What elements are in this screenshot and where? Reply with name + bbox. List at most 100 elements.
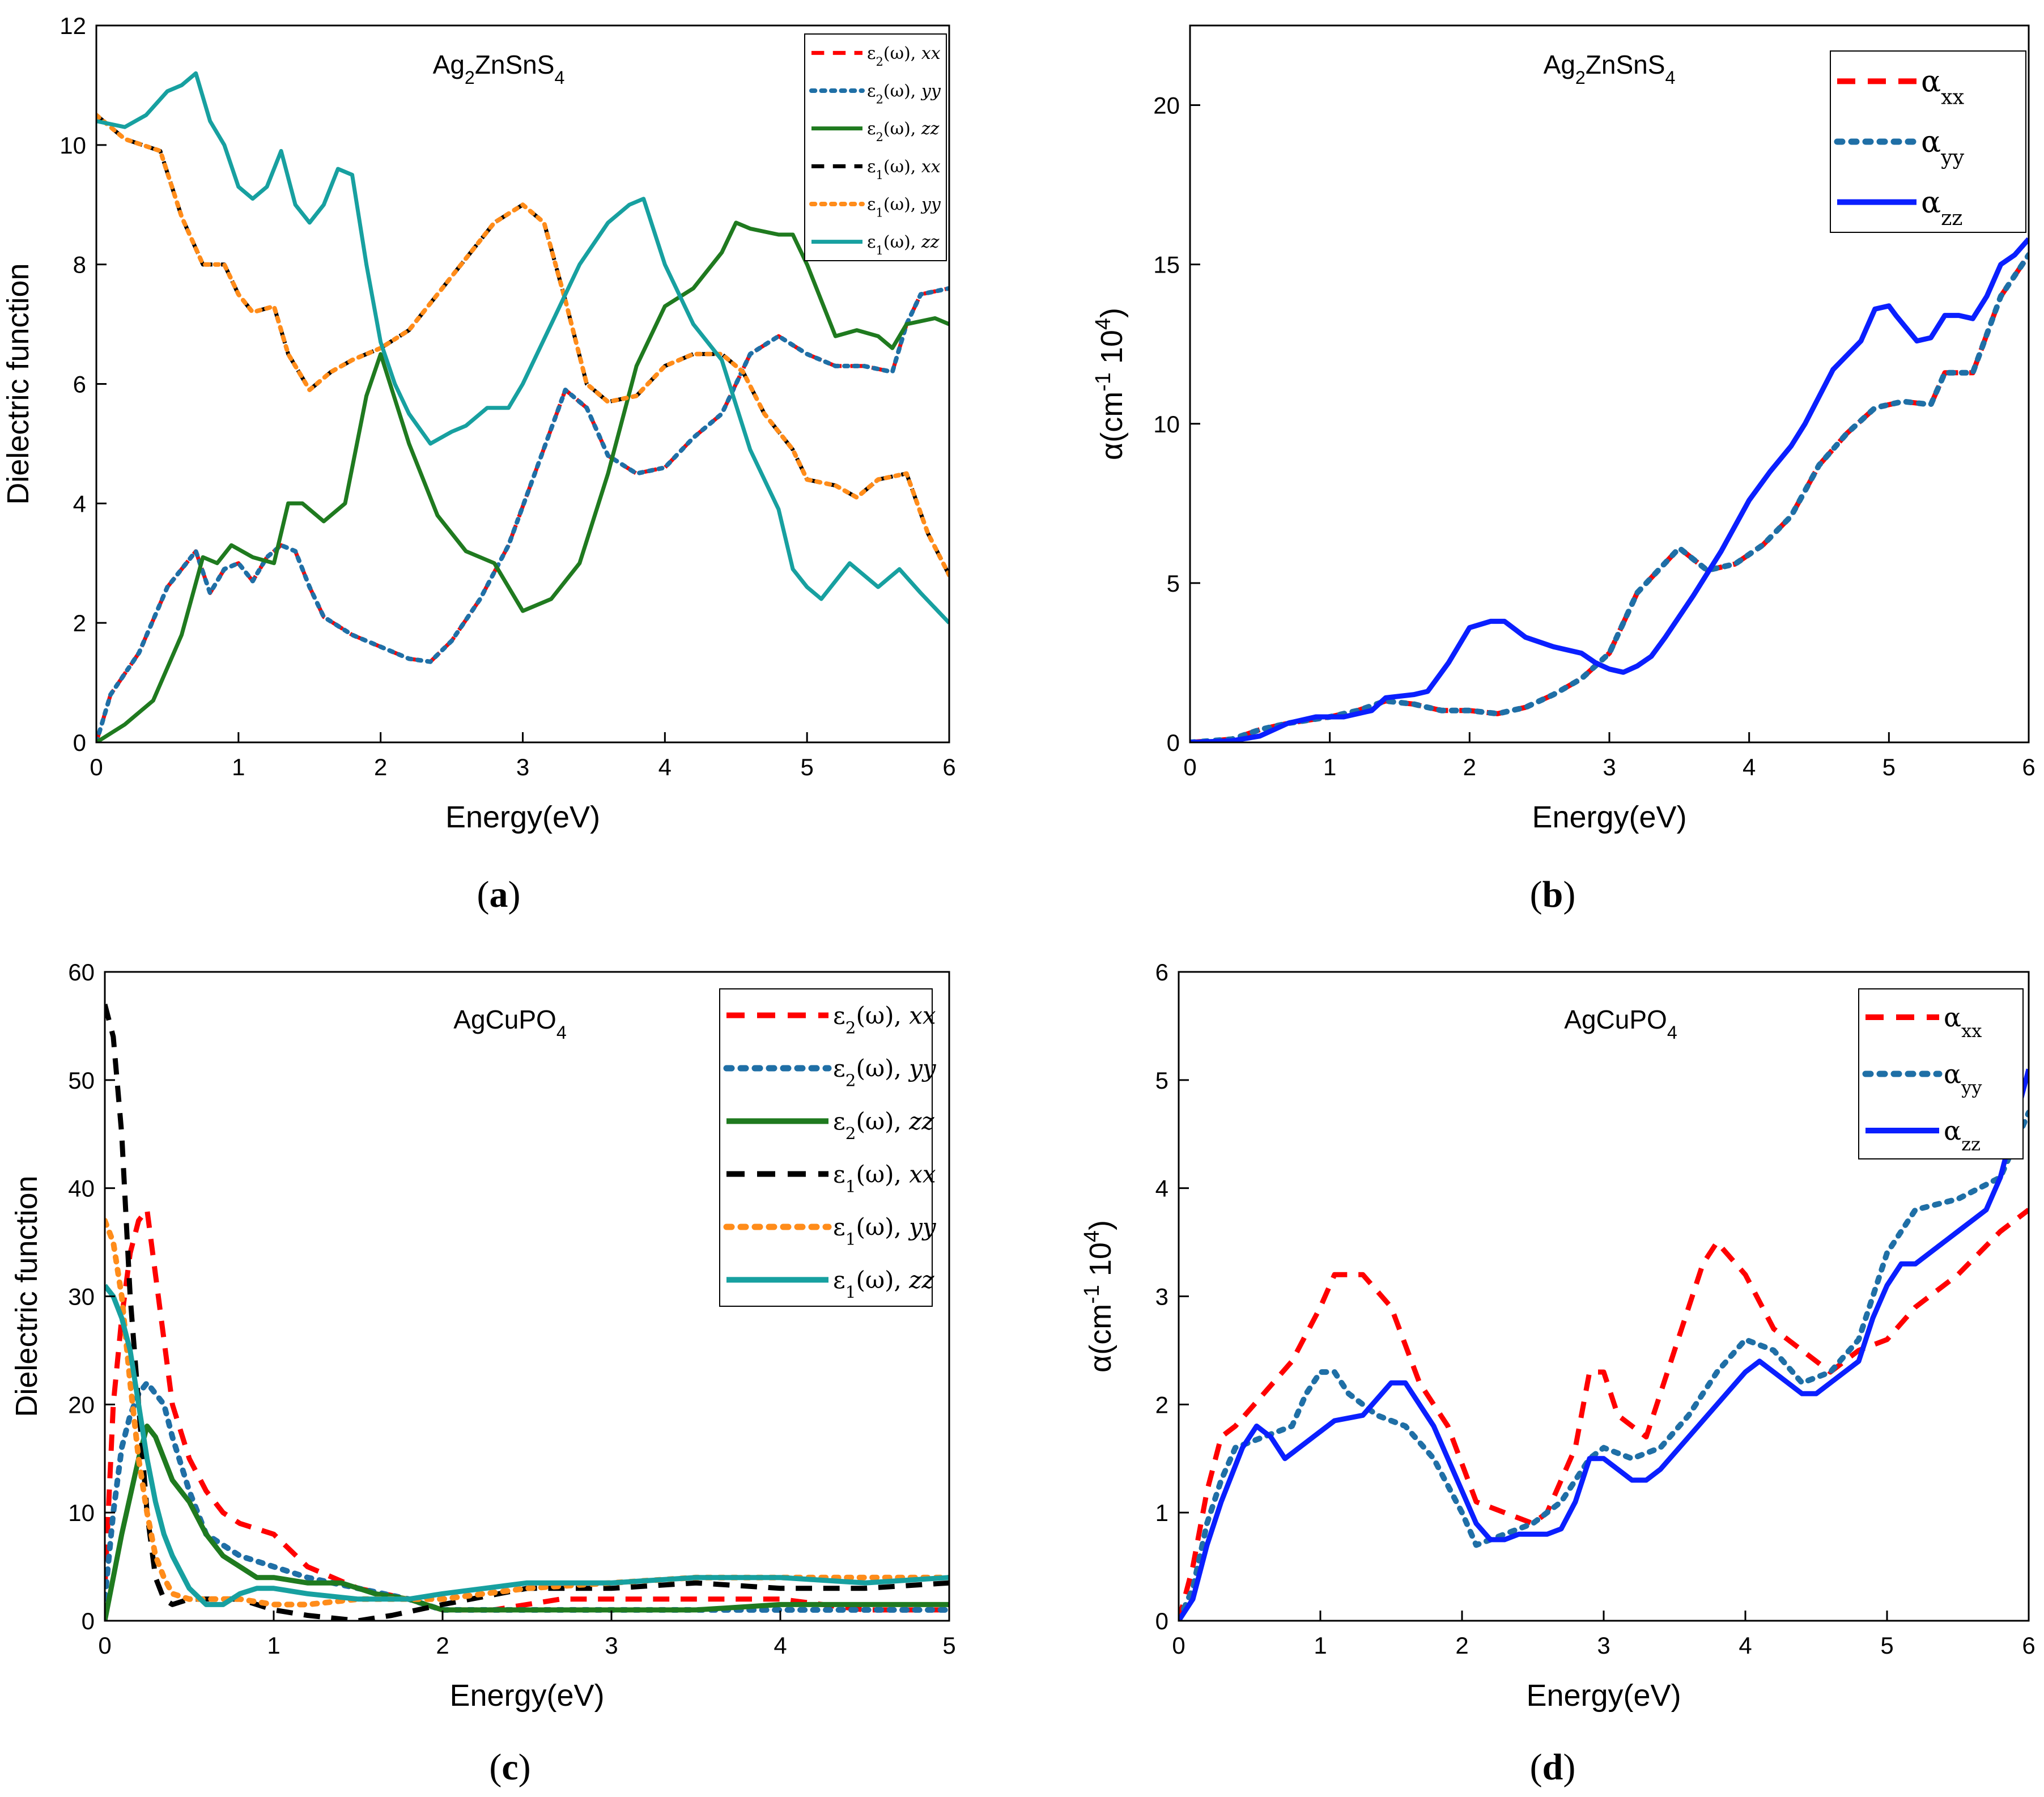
y-tick-label: 50	[68, 1067, 95, 1094]
y-tick-label: 2	[73, 610, 86, 636]
legend-label: αxx	[1944, 1002, 1982, 1042]
series-line-αzz	[1190, 237, 2029, 742]
caption-part: )	[508, 874, 521, 915]
legend-label: αzz	[1921, 186, 1962, 230]
caption-part: )	[519, 1747, 531, 1788]
x-tick-label: 6	[2022, 1632, 2035, 1659]
text-part: ZnSnS	[1586, 50, 1665, 79]
x-tick-label: 1	[1314, 1632, 1327, 1659]
x-tick-label: 2	[436, 1632, 449, 1659]
legend-label: αyy	[1944, 1059, 1982, 1098]
inner-title: AgCuPO4	[453, 1005, 566, 1043]
series-line-αxx	[1179, 1208, 2029, 1621]
x-tick-label: 5	[1882, 754, 1896, 780]
legend-label: αzz	[1944, 1115, 1981, 1155]
caption-part: a	[490, 874, 508, 915]
series-line-αyy	[1179, 1110, 2029, 1621]
text-part: ε	[833, 1001, 845, 1029]
y-tick-label: 40	[68, 1175, 95, 1202]
series-line-ε2zz	[96, 220, 949, 742]
y-tick-label: 15	[1153, 252, 1180, 278]
legend-label-component: xx	[921, 157, 941, 177]
y-tick-label: 5	[1167, 570, 1180, 597]
text-part: 4	[556, 1022, 567, 1043]
y-tick-label: 0	[1155, 1608, 1168, 1634]
legend-label: ε1(ω), zz	[833, 1266, 934, 1302]
series-line-ε1zz	[105, 1284, 949, 1607]
panel-caption: (b)	[1530, 874, 1576, 915]
legend-label: ε1(ω), yy	[833, 1213, 937, 1249]
text-part: Ag	[1544, 50, 1575, 79]
x-tick-label: 4	[774, 1632, 787, 1659]
text-part: -1	[1080, 1285, 1104, 1304]
panel-caption: (d)	[1530, 1747, 1576, 1788]
text-part: ε	[867, 119, 876, 139]
text-part: ε	[867, 157, 876, 177]
text-part: 2	[465, 67, 475, 88]
text-part: α	[1921, 65, 1941, 99]
text-part: α	[1921, 186, 1941, 220]
y-tick-label: 10	[68, 1499, 95, 1526]
series-line-ε2yy	[96, 286, 949, 742]
text-part: 1	[845, 1282, 856, 1302]
text-part: AgCuPO	[453, 1005, 556, 1034]
text-part: (ω),	[883, 82, 921, 101]
legend-label-component: yy	[908, 1055, 937, 1082]
caption-part: b	[1542, 874, 1563, 915]
text-part: (ω),	[883, 195, 921, 215]
x-tick-label: 3	[605, 1632, 618, 1659]
text-part: 10	[1095, 330, 1129, 372]
legend-label: ε2(ω), xx	[833, 1001, 936, 1037]
y-tick-label: 8	[73, 252, 86, 278]
caption-part: )	[1563, 874, 1575, 915]
caption-part: (	[489, 1747, 502, 1788]
text-part: xx	[1941, 84, 1965, 109]
text-part: )	[1083, 1220, 1117, 1230]
text-part: yy	[1940, 145, 1965, 169]
x-axis-label: Energy(eV)	[1526, 1679, 1681, 1713]
text-part: )	[1095, 308, 1129, 318]
legend-box	[719, 988, 933, 1307]
text-part: ε	[833, 1107, 845, 1135]
x-tick-label: 5	[942, 1632, 955, 1659]
x-axis-label: Energy(eV)	[445, 800, 600, 834]
legend-label: ε2(ω), zz	[833, 1107, 934, 1143]
text-part: (ω),	[856, 1213, 909, 1241]
text-part: 1	[876, 168, 883, 182]
x-tick-label: 2	[1463, 754, 1476, 780]
text-part: (ω),	[856, 1001, 909, 1029]
text-part: ZnSnS	[475, 50, 555, 79]
y-tick-label: 4	[73, 490, 86, 517]
text-part: (ω),	[883, 157, 921, 177]
x-tick-label: 4	[1743, 754, 1756, 780]
caption-part: (	[1530, 874, 1542, 915]
legend-box	[804, 33, 947, 261]
y-tick-label: 6	[1155, 959, 1168, 985]
text-part: α(cm	[1083, 1304, 1117, 1373]
y-tick-label: 12	[60, 12, 86, 39]
y-tick-label: 0	[1167, 729, 1180, 756]
legend-label-component: xx	[909, 1160, 936, 1188]
text-part: 2	[845, 1018, 856, 1037]
legend-label: ε1(ω), yy	[867, 195, 941, 220]
y-tick-label: 4	[1155, 1175, 1168, 1202]
text-part: (ω),	[856, 1055, 909, 1082]
text-part: ε	[833, 1266, 845, 1294]
y-tick-label: 60	[68, 959, 95, 985]
y-tick-label: 5	[1155, 1067, 1168, 1094]
text-part: Ag	[433, 50, 465, 79]
text-part: 2	[845, 1071, 856, 1090]
text-part: (ω),	[883, 119, 921, 139]
text-part: ε	[833, 1055, 845, 1082]
y-axis-label: α(cm-1 104)	[1080, 1220, 1117, 1373]
x-tick-label: 2	[374, 754, 387, 780]
text-part: AgCuPO	[1564, 1005, 1667, 1034]
text-part: yy	[1961, 1077, 1982, 1098]
text-part: zz	[1961, 1133, 1981, 1155]
